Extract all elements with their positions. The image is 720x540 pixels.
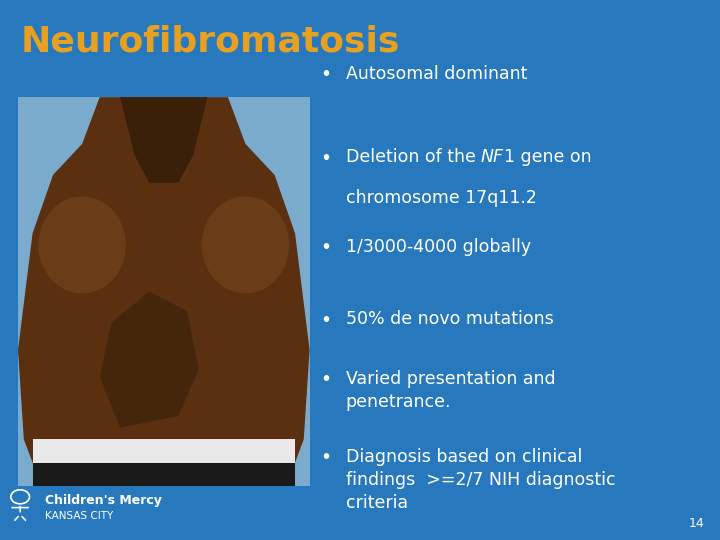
Text: •: • [320, 310, 331, 329]
Text: 50% de novo mutations: 50% de novo mutations [346, 310, 554, 328]
Text: 1 gene on: 1 gene on [504, 148, 592, 166]
Text: KANSAS CITY: KANSAS CITY [45, 511, 114, 521]
Text: •: • [320, 448, 331, 467]
Text: Diagnosis based on clinical
findings  >=2/7 NIH diagnostic
criteria: Diagnosis based on clinical findings >=2… [346, 448, 615, 512]
Bar [32, 440, 295, 486]
Text: NF: NF [481, 148, 504, 166]
Ellipse shape [38, 197, 126, 294]
Text: 14: 14 [688, 517, 704, 530]
Text: Autosomal dominant: Autosomal dominant [346, 65, 527, 83]
Text: •: • [320, 148, 331, 167]
Polygon shape [18, 97, 310, 486]
Text: Children's Mercy: Children's Mercy [45, 494, 162, 507]
Ellipse shape [202, 197, 289, 294]
Polygon shape [99, 292, 199, 428]
Text: •: • [320, 238, 331, 256]
Text: Varied presentation and
penetrance.: Varied presentation and penetrance. [346, 370, 555, 411]
Bar [18, 97, 310, 486]
Text: chromosome 17q11.2: chromosome 17q11.2 [346, 189, 536, 207]
Text: Neurofibromatosis: Neurofibromatosis [20, 24, 400, 58]
Text: Deletion of the: Deletion of the [346, 148, 481, 166]
Bar [32, 463, 295, 486]
Text: •: • [320, 370, 331, 389]
Text: •: • [320, 65, 331, 84]
Polygon shape [120, 97, 207, 183]
Text: 1/3000-4000 globally: 1/3000-4000 globally [346, 238, 531, 255]
